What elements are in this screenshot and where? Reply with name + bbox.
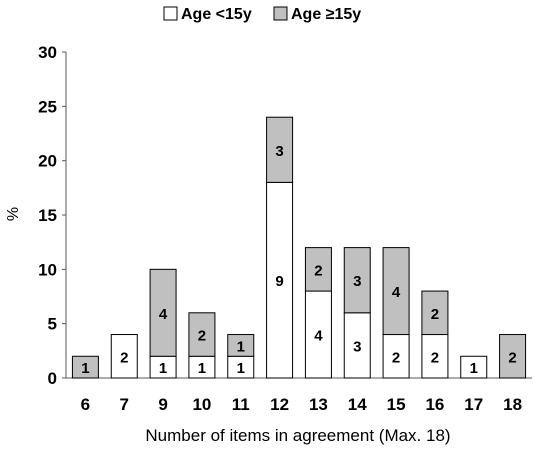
- bar-data-label: 1: [159, 360, 167, 377]
- bar-data-label: 2: [314, 262, 322, 279]
- bar-data-label: 4: [392, 284, 401, 301]
- bar-segment-series-2: [382, 247, 410, 336]
- bar-segment-series-2: [188, 312, 216, 357]
- bar-segment-series-2: [227, 334, 255, 357]
- bar-data-label: 1: [237, 338, 245, 355]
- x-tick-label: 14: [348, 395, 367, 414]
- bar-segment-series-2: [149, 268, 177, 357]
- legend: Age <15y Age ≥15y: [163, 6, 361, 23]
- bar-segment-series-1: [343, 312, 371, 379]
- y-tick-label: 0: [48, 369, 57, 388]
- y-axis-title: %: [5, 207, 22, 221]
- bar-data-label: 1: [237, 360, 245, 377]
- bar-data-label: 4: [159, 306, 168, 323]
- x-tick-label: 6: [81, 395, 90, 414]
- bar-data-label: 2: [120, 349, 128, 366]
- bar-segment-series-2: [71, 355, 99, 379]
- bar-data-label: 3: [275, 143, 283, 160]
- y-tick-label: 20: [38, 152, 57, 171]
- bar-segment-series-1: [421, 334, 449, 379]
- y-tick-label: 15: [38, 206, 57, 225]
- bar-segment-series-1: [110, 334, 138, 379]
- bar-data-label: 1: [81, 360, 89, 377]
- bar-data-label: 9: [275, 273, 283, 290]
- x-tick-label: 15: [387, 395, 406, 414]
- legend-label-series-1: Age <15y: [181, 6, 252, 23]
- bar-data-label: 1: [198, 360, 206, 377]
- legend-swatch-series-2: [273, 6, 288, 21]
- bar-segment-series-2: [499, 334, 527, 379]
- y-tick-label: 30: [38, 43, 57, 62]
- legend-swatch-series-1: [163, 6, 178, 21]
- bar-data-label: 2: [198, 328, 206, 345]
- y-tick-label: 25: [38, 97, 57, 116]
- bar-segment-series-2: [343, 247, 371, 314]
- x-tick-label: 9: [158, 395, 167, 414]
- x-tick-label: 16: [425, 395, 444, 414]
- x-tick-label: 18: [503, 395, 522, 414]
- bar-data-label: 1: [470, 360, 478, 377]
- bar-data-label: 3: [353, 273, 361, 290]
- x-tick-label: 10: [192, 395, 211, 414]
- bar-segment-series-2: [304, 247, 332, 292]
- bar-segment-series-2: [421, 290, 449, 336]
- x-tick-label: 11: [232, 395, 250, 414]
- x-axis-title: Number of items in agreement (Max. 18): [145, 426, 450, 445]
- x-tick-label: 13: [309, 395, 328, 414]
- bar-segment-series-2: [266, 116, 294, 183]
- plot-area: 0510152025301627149121011119312421333142…: [38, 43, 532, 414]
- bar-data-label: 3: [353, 338, 361, 355]
- bar-data-label: 2: [431, 349, 439, 366]
- y-tick-label: 10: [38, 260, 57, 279]
- bar-data-label: 2: [392, 349, 400, 366]
- x-tick-label: 17: [464, 395, 483, 414]
- bar-segment-series-1: [382, 334, 410, 379]
- x-tick-label: 12: [270, 395, 289, 414]
- bar-data-label: 2: [508, 349, 516, 366]
- bar-segment-series-1: [460, 355, 488, 379]
- y-tick-label: 5: [48, 315, 57, 334]
- bar-data-label: 2: [431, 306, 439, 323]
- x-tick-label: 7: [120, 395, 129, 414]
- legend-label-series-2: Age ≥15y: [291, 6, 361, 23]
- bar-data-label: 4: [314, 328, 323, 345]
